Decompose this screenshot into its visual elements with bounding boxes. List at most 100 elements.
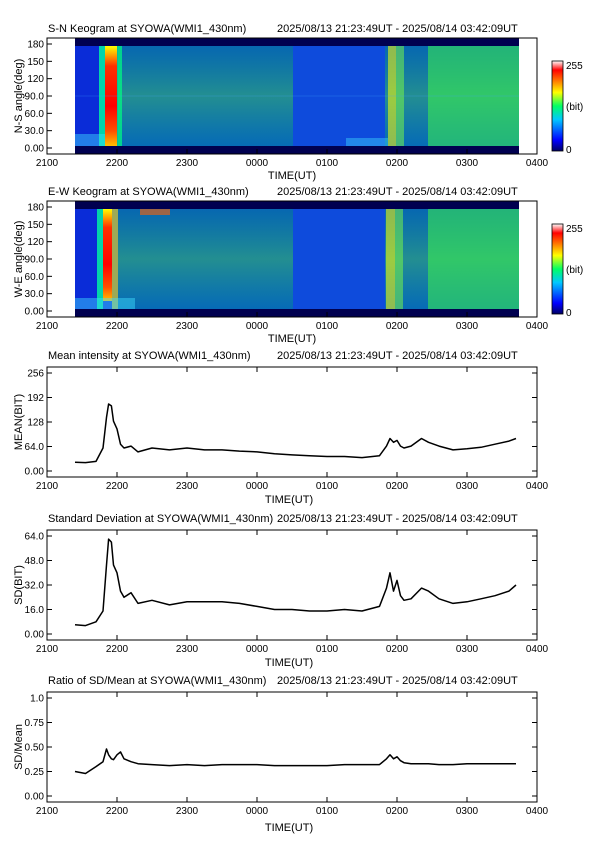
- x-tick-label: 0100: [316, 806, 339, 817]
- x-tick-label: 2200: [106, 806, 129, 817]
- x-tick-label: 2100: [36, 481, 59, 492]
- x-tick-label: 2300: [176, 158, 199, 169]
- sd-mean-ratio-chart: Ratio of SD/Mean at SYOWA(WMI1_430nm) 202…: [13, 675, 549, 834]
- sn-keogram-colorbar: [551, 60, 564, 152]
- y-tick-label: 0.00: [25, 630, 45, 641]
- x-tick-label: 0300: [456, 158, 479, 169]
- chart-time-range: 2025/08/13 21:23:49UT - 2025/08/14 03:42…: [277, 350, 518, 362]
- x-tick-label: 0100: [316, 321, 339, 332]
- x-tick-label: 2300: [176, 806, 199, 817]
- ew-keogram-y-ticks: 180 150 120 90.0 60.0 30.0 0.00: [25, 203, 52, 318]
- plot-frame: [46, 529, 538, 641]
- x-tick-label: 0000: [246, 806, 269, 817]
- y-tick-label: 48.0: [25, 556, 45, 567]
- plot-frame: [46, 691, 538, 803]
- plot-frame: [46, 366, 538, 478]
- standard-deviation-chart: Standard Deviation at SYOWA(WMI1_430nm) 2…: [13, 513, 549, 669]
- y-tick-label: 256: [27, 369, 44, 380]
- y-tick-label: 0.00: [25, 144, 45, 155]
- x-tick-label: 0200: [386, 806, 409, 817]
- sn-keogram-time-range: 2025/08/13 21:23:49UT - 2025/08/14 03:42…: [277, 23, 518, 35]
- y-tick-label: 90.0: [25, 92, 45, 103]
- y-tick-label: 0.00: [25, 307, 45, 318]
- y-tick-label: 180: [27, 40, 44, 51]
- ew-colorbar-max: 255: [566, 224, 583, 235]
- x-tick-label: 0100: [316, 158, 339, 169]
- x-tick-label: 0000: [246, 321, 269, 332]
- chart-title: Ratio of SD/Mean at SYOWA(WMI1_430nm): [48, 675, 266, 687]
- x-tick-label: 0000: [246, 481, 269, 492]
- ew-keogram-image: [75, 201, 519, 317]
- ew-colorbar-unit: (bit): [566, 265, 583, 276]
- y-tick-label: 0.00: [25, 467, 45, 478]
- x-tick-label: 0100: [316, 481, 339, 492]
- y-tick-label: 1.0: [30, 694, 44, 705]
- chart-title: Standard Deviation at SYOWA(WMI1_430nm): [48, 513, 273, 525]
- y-tick-label: 64.0: [25, 442, 45, 453]
- y-tick-label: 30.0: [25, 289, 45, 300]
- series-line: [74, 403, 517, 464]
- y-tick-label: 0.25: [25, 767, 45, 778]
- y-tick-label: 128: [27, 418, 44, 429]
- x-tick-label: 2100: [36, 158, 59, 169]
- sn-colorbar-unit: (bit): [566, 102, 583, 113]
- x-tick-label: 0300: [456, 321, 479, 332]
- x-tick-label: 0300: [456, 644, 479, 655]
- sn-keogram-image: [75, 38, 519, 154]
- sn-keogram-xlabel: TIME(UT): [268, 170, 316, 182]
- y-tick-label: 150: [27, 220, 44, 231]
- x-tick-label: 2100: [36, 321, 59, 332]
- y-tick-label: 30.0: [25, 126, 45, 137]
- x-tick-label: 2200: [106, 481, 129, 492]
- ew-keogram-time-range: 2025/08/13 21:23:49UT - 2025/08/14 03:42…: [277, 186, 518, 198]
- sn-keogram-panel: S-N Keogram at SYOWA(WMI1_430nm) 2025/08…: [13, 23, 583, 182]
- y-tick-label: 150: [27, 57, 44, 68]
- ew-colorbar-min: 0: [566, 308, 572, 319]
- sn-keogram-y-ticks: 180 150 120 90.0 60.0 30.0 0.00: [25, 40, 52, 155]
- x-tick-label: 0200: [386, 644, 409, 655]
- y-tick-label: 0.00: [25, 792, 45, 803]
- y-axis-label: SD/Mean: [13, 724, 25, 770]
- x-tick-label: 0200: [386, 481, 409, 492]
- y-tick-label: 64.0: [25, 532, 45, 543]
- x-tick-label: 0100: [316, 644, 339, 655]
- chart-time-range: 2025/08/13 21:23:49UT - 2025/08/14 03:42…: [277, 513, 518, 525]
- x-tick-label: 0000: [246, 158, 269, 169]
- y-tick-label: 120: [27, 74, 44, 85]
- x-tick-label: 2200: [106, 158, 129, 169]
- x-tick-label: 2100: [36, 806, 59, 817]
- x-tick-label: 0400: [526, 158, 549, 169]
- x-tick-label: 2300: [176, 644, 199, 655]
- sn-keogram-title: S-N Keogram at SYOWA(WMI1_430nm): [48, 23, 246, 35]
- series-line: [74, 748, 516, 775]
- x-axis-label: TIME(UT): [265, 822, 313, 834]
- series-line: [74, 538, 517, 627]
- y-tick-label: 60.0: [25, 272, 45, 283]
- x-axis-label: TIME(UT): [265, 494, 313, 506]
- ew-keogram-panel: E-W Keogram at SYOWA(WMI1_430nm) 2025/08…: [13, 186, 583, 345]
- y-tick-label: 120: [27, 237, 44, 248]
- x-tick-label: 0300: [456, 481, 479, 492]
- y-tick-label: 60.0: [25, 109, 45, 120]
- ew-keogram-x-ticks: 2100 2200 2300 0000 0100 0200 0300 0400: [36, 312, 549, 332]
- sn-keogram-ylabel: N-S angle(deg): [13, 59, 25, 134]
- y-axis-label: MEAN(BIT): [13, 394, 25, 450]
- y-axis-label: SD(BIT): [13, 565, 25, 605]
- x-tick-label: 0300: [456, 806, 479, 817]
- x-tick-label: 2200: [106, 644, 129, 655]
- x-tick-label: 0200: [386, 321, 409, 332]
- ew-keogram-xlabel: TIME(UT): [268, 333, 316, 345]
- ew-keogram-colorbar: [551, 223, 564, 315]
- x-tick-label: 0400: [526, 806, 549, 817]
- y-tick-label: 32.0: [25, 581, 45, 592]
- sn-colorbar-min: 0: [566, 145, 572, 156]
- ew-keogram-ylabel: W-E angle(deg): [13, 221, 25, 298]
- x-tick-label: 2100: [36, 644, 59, 655]
- x-tick-label: 0400: [526, 644, 549, 655]
- y-tick-label: 90.0: [25, 255, 45, 266]
- ew-keogram-title: E-W Keogram at SYOWA(WMI1_430nm): [48, 186, 249, 198]
- x-tick-label: 0400: [526, 321, 549, 332]
- x-tick-label: 0000: [246, 644, 269, 655]
- x-tick-label: 2300: [176, 481, 199, 492]
